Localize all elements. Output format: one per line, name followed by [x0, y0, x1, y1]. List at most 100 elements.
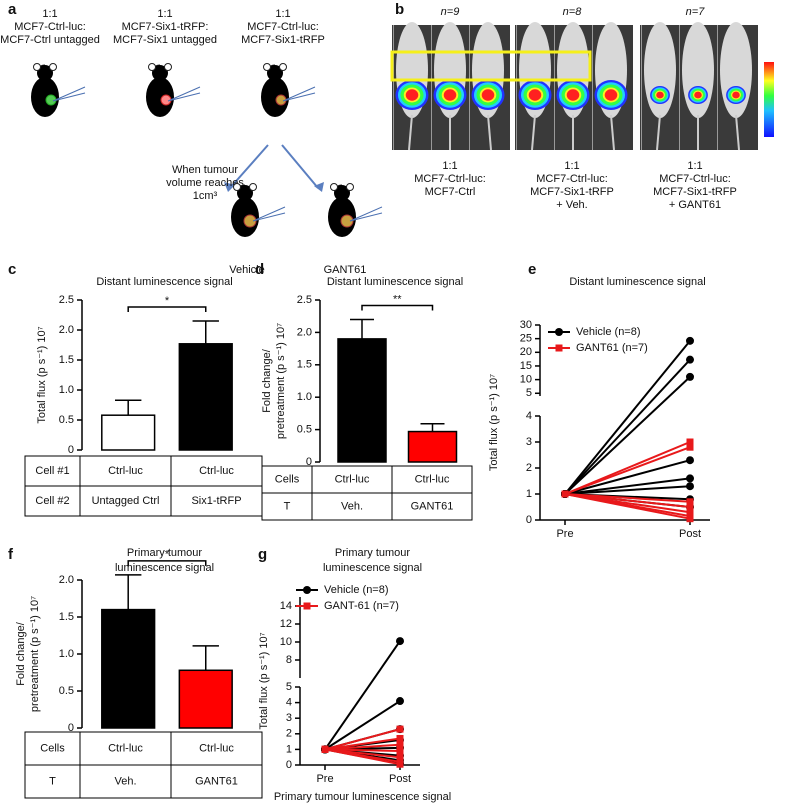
legend-label: Vehicle (n=8): [324, 584, 389, 596]
group-label: 1:1: [564, 160, 579, 172]
photo-divider: [717, 25, 718, 150]
y-tick-label: 3: [286, 712, 292, 724]
panel-label: c: [8, 261, 16, 278]
group-label: MCF7-Six1-tRFP: [530, 186, 614, 198]
photo-divider: [393, 25, 394, 150]
chart-title: Distant luminescence signal: [96, 276, 232, 288]
chart-title: luminescence signal: [323, 562, 422, 574]
significance-label: *: [165, 295, 170, 307]
bar: [407, 430, 458, 463]
photo-divider: [592, 25, 593, 150]
subject-line: [324, 640, 401, 750]
subject-line: [324, 737, 401, 751]
marker: [686, 443, 694, 451]
group-label: MCF7-Ctrl: [425, 186, 476, 198]
group-label: 1:1: [275, 8, 290, 20]
subject-line: [564, 446, 691, 495]
marker: [686, 474, 694, 483]
marker: [686, 336, 694, 345]
group-label: 1:1: [157, 8, 172, 20]
subject-line: [564, 376, 691, 495]
y-tick-label: 0: [68, 444, 74, 456]
photo-divider: [641, 25, 642, 150]
x-tick-label: Pre: [316, 773, 333, 785]
group-label: 1:1: [687, 160, 702, 172]
group-label: MCF7-Six1-tRFP: [653, 186, 737, 198]
y-tick-label: 10: [520, 374, 532, 386]
x-tick-label: Pre: [556, 528, 573, 540]
sample-size: n=7: [686, 6, 706, 18]
panel-b: b n=9 n=8 n=7 1:1 MCF7-Ctrl-luc: MCF7-Ct…: [390, 1, 774, 211]
table-text: GANT61: [411, 500, 454, 512]
marker: [686, 498, 694, 506]
y-tick-label: 0.5: [297, 424, 312, 436]
bar: [178, 669, 233, 729]
photo-divider: [431, 25, 432, 150]
table-text: Ctrl-luc: [415, 473, 450, 485]
marker: [303, 602, 311, 610]
marker: [303, 586, 311, 594]
y-tick-label: 1.5: [59, 611, 74, 623]
y-tick-label: 2: [286, 728, 292, 740]
y-tick-label: 0: [68, 722, 74, 734]
marker: [396, 697, 404, 706]
mouse-tail: [487, 114, 492, 151]
subject-line: [564, 485, 691, 495]
y-tick-label: 1.0: [59, 648, 74, 660]
sample-size: n=8: [563, 6, 583, 18]
signal-blob: [604, 89, 618, 101]
highlight-box: [390, 50, 592, 82]
y-axis-label: Fold change/: [15, 621, 27, 686]
bar: [101, 608, 156, 729]
table-text: T: [49, 775, 56, 787]
table-text: Ctrl-luc: [199, 742, 234, 754]
group-label: 1:1: [42, 8, 57, 20]
group-label: MCF7-Ctrl-luc:: [14, 21, 86, 33]
subject-line: [564, 459, 691, 495]
subject-line: [324, 743, 401, 751]
group-label: MCF7-Six1 untagged: [113, 34, 217, 46]
signal-blob: [443, 89, 457, 101]
marker: [396, 747, 404, 755]
marker: [686, 355, 694, 364]
y-axis-label: Total flux (p s⁻¹) 10⁷: [36, 326, 48, 423]
photo-divider: [554, 25, 555, 150]
y-tick-label: 2: [526, 462, 532, 474]
group-label: MCF7-Ctrl-luc:: [414, 173, 486, 185]
table-text: Cell #1: [35, 465, 69, 477]
y-tick-label: 10: [280, 636, 292, 648]
chart-title: Distant luminescence signal: [327, 276, 463, 288]
panel-label: b: [395, 1, 404, 18]
x-tick-label: Post: [389, 773, 411, 785]
y-tick-label: 5: [286, 681, 292, 693]
y-tick-label: 2.0: [59, 324, 74, 336]
panel-a: a 1:1 MCF7-Ctrl-luc: MCF7-Ctrl untagged …: [0, 1, 383, 276]
treatment-label: Vehicle: [229, 264, 264, 276]
group-label: + Veh.: [556, 199, 588, 211]
y-tick-label: 3: [526, 436, 532, 448]
mouse-tail: [531, 114, 536, 151]
panel-label: e: [528, 261, 536, 278]
imaging-photo: [392, 22, 758, 151]
group-label: 1:1: [442, 160, 457, 172]
significance-bracket: [361, 304, 434, 311]
mouse-tail: [408, 114, 413, 151]
sample-size: n=9: [441, 6, 460, 18]
y-tick-label: 20: [520, 346, 532, 358]
table-text: Ctrl-luc: [335, 473, 370, 485]
table-text: Veh.: [114, 775, 136, 787]
table-text: Ctrl-luc: [108, 465, 143, 477]
photo-divider: [516, 25, 517, 150]
marker: [686, 508, 694, 516]
significance-label: **: [393, 293, 402, 305]
y-axis-label: Total flux (p s⁻¹) 10⁷: [488, 374, 500, 471]
signal-blob: [694, 91, 702, 99]
group-label: MCF7-Six1-tRFP:: [122, 21, 209, 33]
panel-label: d: [255, 261, 264, 278]
x-axis-label: Primary tumour luminescence signal: [274, 791, 451, 803]
mouse: [319, 183, 383, 256]
group-label: MCF7-Ctrl untagged: [0, 34, 100, 46]
bar: [178, 343, 233, 451]
significance-label: *: [165, 549, 170, 561]
condition: When tumour: [172, 164, 238, 176]
